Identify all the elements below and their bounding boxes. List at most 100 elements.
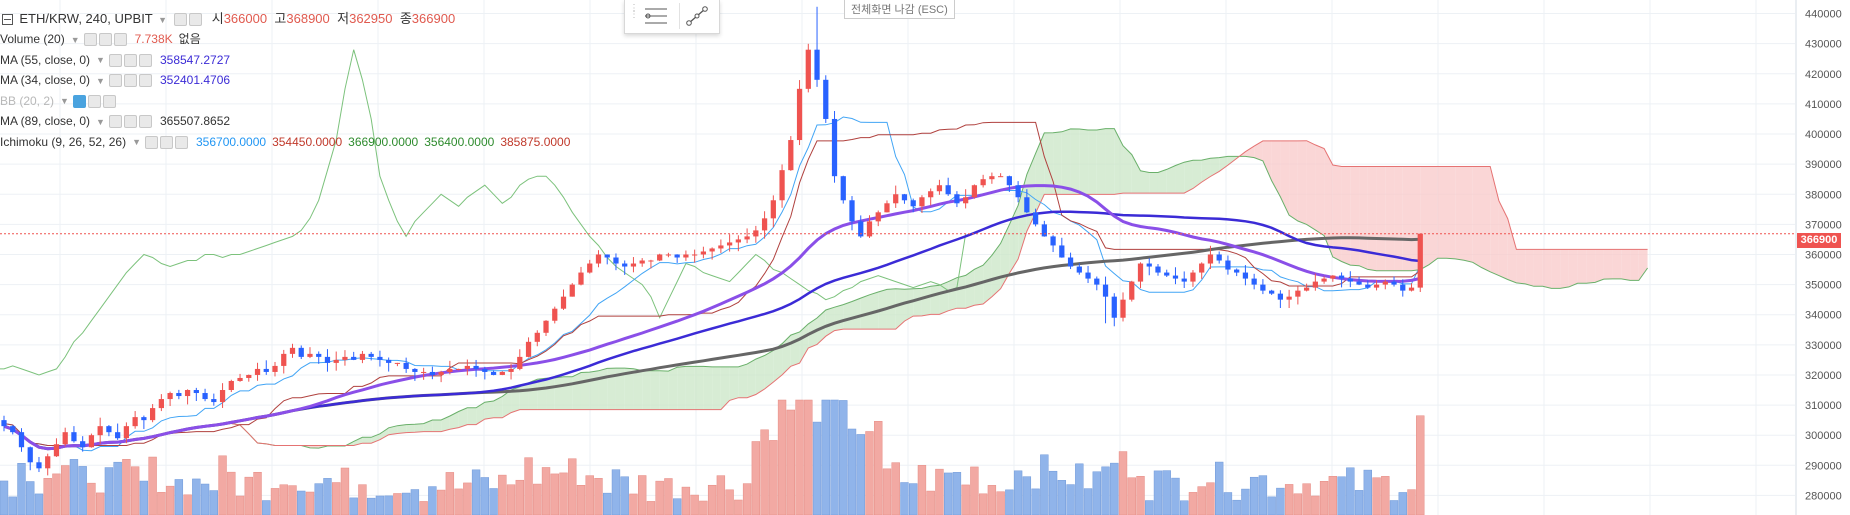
candle [71, 426, 77, 443]
candle [193, 387, 199, 402]
drag-handle-icon[interactable]: ⋮ ⋮ [629, 3, 639, 20]
settings-icon[interactable] [87, 94, 101, 108]
chevron-down-icon[interactable]: ▼ [60, 96, 69, 107]
volume-bar [1328, 476, 1338, 515]
candle-body [928, 191, 934, 198]
cloud-segment [1297, 140, 1307, 225]
volume-bar [1337, 476, 1346, 515]
cloud-segment [790, 331, 800, 367]
candle-body [1111, 296, 1117, 318]
candle [674, 254, 680, 263]
volume-bar [1083, 488, 1093, 515]
volume-bar [1276, 487, 1285, 515]
chevron-down-icon[interactable]: ▼ [70, 34, 80, 45]
eye-icon[interactable] [72, 94, 86, 108]
cloud-segment [1201, 158, 1211, 183]
volume-bar [1162, 470, 1171, 515]
indicator-row[interactable]: Volume (20) ▼ 7.738K 없음 [0, 30, 201, 48]
indicator-row[interactable]: MA (55, close, 0) ▼ 358547.2727 [0, 51, 230, 69]
candle-body [534, 332, 540, 342]
cloud-segment [1271, 140, 1281, 197]
eye-icon[interactable] [108, 115, 122, 129]
close-icon[interactable] [138, 115, 152, 129]
price-tick-label: 330000 [1805, 340, 1842, 352]
candle-body [455, 368, 462, 370]
candle [254, 362, 261, 381]
candle-body [613, 257, 619, 264]
close-icon[interactable] [102, 94, 116, 108]
candle-body [351, 356, 357, 360]
eye-icon[interactable] [174, 13, 188, 27]
volume-bar [209, 490, 218, 515]
cloud-segment [1088, 129, 1097, 195]
price-tick-label: 440000 [1805, 9, 1842, 21]
candle-body [289, 347, 296, 354]
exit-fullscreen-hint[interactable]: 전체화면 나감 (ESC) [844, 0, 955, 19]
close-icon[interactable] [175, 135, 188, 149]
candle-body [1373, 284, 1380, 288]
indicator-row[interactable]: BB (20, 2) ▼ [0, 92, 118, 110]
indicator-row[interactable]: MA (34, close, 0) ▼ 352401.4706 [0, 71, 230, 89]
settings-icon[interactable] [189, 13, 203, 27]
candle-body [648, 260, 654, 262]
chevron-down-icon[interactable]: ▼ [96, 116, 105, 127]
trend-line-icon[interactable] [679, 3, 714, 29]
cloud-segment [1568, 249, 1578, 287]
candle [735, 235, 741, 252]
volume-bar [1092, 471, 1101, 515]
candle-body [936, 185, 943, 192]
cloud-segment [1577, 249, 1587, 284]
candle [604, 254, 610, 265]
volume-bar [1206, 482, 1215, 515]
eye-icon[interactable] [108, 53, 122, 67]
volume-bar [244, 476, 253, 515]
settings-icon[interactable] [160, 135, 173, 149]
cloud-segment [1350, 166, 1360, 266]
volume-bar [1381, 476, 1390, 515]
indicator-value: 366900.0000 [348, 134, 419, 149]
settings-icon[interactable] [123, 53, 137, 67]
chevron-down-icon[interactable]: ▼ [132, 137, 141, 148]
object-tree-icon[interactable] [639, 3, 673, 29]
chevron-down-icon[interactable]: ▼ [96, 55, 105, 66]
indicator-row[interactable]: MA (89, close, 0) ▼ 365507.8652 [0, 112, 230, 130]
eye-icon[interactable] [83, 33, 97, 47]
candle [10, 425, 16, 435]
candle [945, 177, 951, 196]
eye-icon[interactable] [145, 135, 158, 149]
volume-bar [1398, 492, 1407, 515]
candle [368, 351, 374, 361]
volume-bar [104, 467, 114, 515]
candle [237, 373, 243, 382]
settings-icon[interactable] [98, 33, 112, 47]
candle [1050, 235, 1056, 253]
close-icon[interactable] [138, 74, 152, 88]
cloud-segment [1289, 140, 1298, 221]
collapse-icon[interactable] [2, 14, 13, 26]
eye-icon[interactable] [108, 74, 122, 88]
close-icon[interactable] [138, 53, 152, 67]
candle-body [1312, 281, 1318, 288]
candle-body [1015, 185, 1021, 198]
cloud-segment [371, 433, 380, 444]
chevron-down-icon[interactable]: ▼ [158, 14, 168, 25]
chevron-down-icon[interactable]: ▼ [96, 75, 105, 86]
indicator-row[interactable]: Ichimoku (9, 26, 52, 26) ▼ 356700.0000 3544… [0, 133, 570, 151]
settings-icon[interactable] [123, 115, 137, 129]
volume-bar [943, 472, 953, 515]
candle [936, 179, 943, 195]
candle [1295, 286, 1301, 305]
cloud-segment [563, 376, 573, 410]
candle [788, 136, 794, 171]
volume-bar [1005, 489, 1014, 515]
candle [438, 370, 444, 383]
candle [141, 415, 147, 430]
volume-bar [366, 497, 376, 515]
volume-bar [1215, 461, 1224, 515]
close-icon[interactable] [113, 33, 127, 47]
settings-icon[interactable] [123, 74, 137, 88]
cloud-segment [720, 366, 730, 410]
volume-bar [78, 466, 87, 515]
candle [1347, 271, 1353, 288]
